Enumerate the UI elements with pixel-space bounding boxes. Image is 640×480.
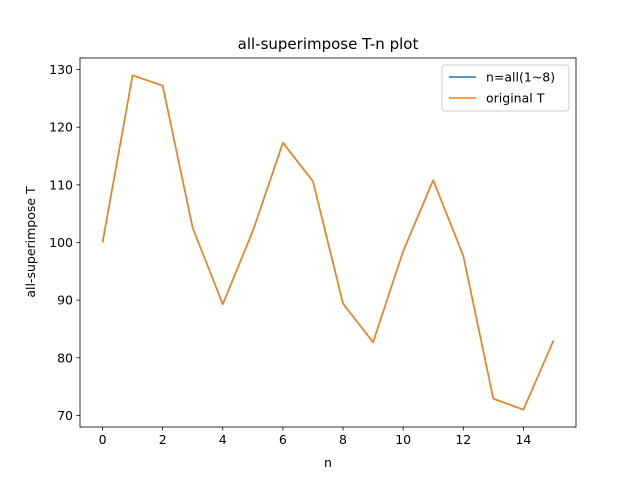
y-tick-label: 130	[49, 62, 73, 77]
y-tick-label: 70	[57, 408, 73, 423]
series-line-2	[101, 74, 555, 411]
chart-title: all-superimpose T-n plot	[238, 35, 419, 53]
x-tick-label: 2	[159, 432, 167, 447]
legend-label-1: n=all(1~8)	[486, 70, 555, 85]
y-tick-label: 100	[49, 235, 73, 250]
y-tick-label: 80	[57, 350, 73, 365]
y-tick-label: 90	[57, 293, 73, 308]
x-tick-label: 8	[339, 432, 347, 447]
x-axis-label: n	[324, 455, 332, 470]
x-tick-label: 6	[279, 432, 287, 447]
x-tick-label: 12	[455, 432, 471, 447]
x-tick-label: 4	[219, 432, 227, 447]
y-axis-label: all-superimpose T	[23, 186, 38, 298]
legend: n=all(1~8) original T	[441, 64, 570, 112]
legend-label-2: original T	[486, 91, 545, 106]
y-tick-label: 110	[49, 177, 73, 192]
x-tick-label: 0	[99, 432, 107, 447]
y-tick-label: 120	[49, 120, 73, 135]
x-tick-label: 10	[395, 432, 411, 447]
plot-area: 0 2 4 6 8 10 12 14 70 80 90 100 110 120 130	[49, 57, 577, 447]
x-tick-label: 14	[515, 432, 531, 447]
